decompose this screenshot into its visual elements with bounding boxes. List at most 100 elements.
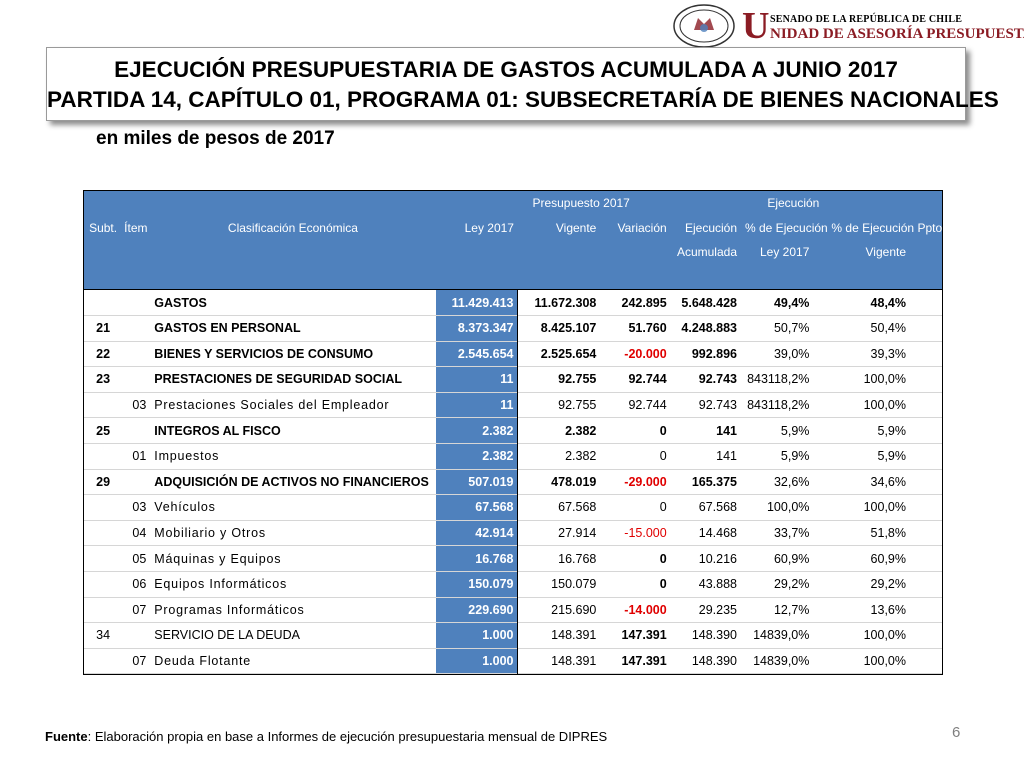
row-pct-vig: 5,9% <box>877 449 907 464</box>
row-item <box>122 367 150 393</box>
row-subt: 34 <box>96 628 111 643</box>
row-pct-vig: 48,4% <box>870 295 906 310</box>
row-clasificacion: GASTOS <box>154 295 207 310</box>
row-item <box>122 290 150 316</box>
col-variacion-header: Variación <box>600 215 671 241</box>
row-ejecucion: 4.248.883 <box>681 321 737 336</box>
col-pct-vig-header-2: Vigente <box>827 240 942 265</box>
row-pct-ley: 843118,2% <box>747 398 810 413</box>
row-clasificacion: Máquinas y Equipos <box>154 551 282 566</box>
table-row: 04 Mobiliario y Otros 42.914 27.914 -15.000 1… <box>84 520 942 546</box>
row-pct-ley: 100,0% <box>766 500 810 515</box>
row-pct-ley: 50,7% <box>773 321 810 336</box>
row-clasificacion: Deuda Flotante <box>154 653 251 668</box>
row-variacion: 242.895 <box>621 295 667 310</box>
row-pct-vig: 29,2% <box>870 577 906 592</box>
row-vigente: 92.755 <box>517 392 601 418</box>
row-vigente: 148.391 <box>517 648 601 674</box>
row-subt: 21 <box>96 321 111 336</box>
row-subt <box>84 392 122 418</box>
row-ejecucion: 14.468 <box>698 526 737 541</box>
row-subt: 25 <box>96 423 111 438</box>
row-pct-vig: 100,0% <box>863 628 906 643</box>
row-pct-vig: 100,0% <box>863 372 906 387</box>
row-item: 03 <box>132 398 147 413</box>
row-ley: 150.079 <box>435 571 518 597</box>
row-clasificacion: Programas Informáticos <box>154 602 305 617</box>
row-subt: 22 <box>96 346 111 361</box>
row-ejecucion: 10.216 <box>698 551 737 566</box>
row-ejecucion: 92.743 <box>698 372 737 387</box>
row-vigente: 150.079 <box>517 571 601 597</box>
row-vigente: 2.382 <box>517 417 601 444</box>
row-pct-vig: 39,3% <box>870 346 906 361</box>
row-clasificacion: Impuestos <box>154 449 220 464</box>
row-item: 01 <box>132 449 147 464</box>
row-ejecucion: 92.743 <box>698 398 737 413</box>
table-row: 34 SERVICIO DE LA DEUDA 1.000 148.391 147.39… <box>84 622 942 649</box>
row-item: 07 <box>132 653 147 668</box>
group-presupuesto-header: Presupuesto 2017 <box>435 191 671 216</box>
row-ley: 507.019 <box>435 469 518 495</box>
row-clasificacion: GASTOS EN PERSONAL <box>154 321 301 336</box>
col-pct-ley-header-2: Ley 2017 <box>741 240 828 265</box>
row-clasificacion: BIENES Y SERVICIOS DE CONSUMO <box>154 346 374 361</box>
footer-text: : Elaboración propia en base a Informes … <box>87 729 608 744</box>
row-subt <box>84 597 122 623</box>
row-variacion: 147.391 <box>621 628 667 643</box>
table-row: 05 Máquinas y Equipos 16.768 16.768 0 10.216 6… <box>84 545 942 572</box>
row-vigente: 92.755 <box>517 366 601 393</box>
row-subt <box>84 546 122 572</box>
row-pct-ley: 14839,0% <box>753 653 810 668</box>
footer-label: Fuente <box>45 729 88 744</box>
row-vigente: 11.672.308 <box>517 289 601 316</box>
row-pct-ley: 33,7% <box>773 526 810 541</box>
row-ejecucion: 5.648.428 <box>681 295 737 310</box>
row-ley: 2.382 <box>435 417 518 444</box>
row-ley: 11.429.413 <box>435 289 518 316</box>
col-pct-ley-header: % de Ejecución <box>741 215 828 241</box>
table-row: 07 Programas Informáticos 229.690 215.690 -1… <box>84 597 942 623</box>
row-pct-ley: 32,6% <box>773 474 810 489</box>
row-subt: 23 <box>96 372 111 387</box>
table-row: 23 PRESTACIONES DE SEGURIDAD SOCIAL 11 92.7… <box>84 366 942 393</box>
col-ejecucion-header: Ejecución <box>670 215 741 241</box>
row-variacion: 147.391 <box>621 653 667 668</box>
row-clasificacion: Mobiliario y Otros <box>154 526 266 541</box>
row-item <box>122 418 150 444</box>
row-variacion: -29.000 <box>624 474 667 489</box>
row-ley: 11 <box>435 392 518 418</box>
row-ley: 42.914 <box>435 520 518 546</box>
row-clasificacion: Vehículos <box>154 500 216 515</box>
row-vigente: 27.914 <box>517 520 601 546</box>
row-vigente: 478.019 <box>517 469 601 495</box>
row-variacion: 0 <box>659 423 667 438</box>
row-variacion: 0 <box>659 449 667 464</box>
row-pct-ley: 5,9% <box>780 449 810 464</box>
budget-table: Presupuesto 2017 Ejecución Subt. Ítem Cl… <box>84 191 942 674</box>
row-subt <box>84 443 122 469</box>
row-clasificacion: Prestaciones Sociales del Empleador <box>154 398 390 413</box>
table-row: 01 Impuestos 2.382 2.382 0 141 5,9% 5,9% <box>84 443 942 470</box>
col-ejecucion-header-2: Acumulada <box>670 240 741 265</box>
table-row: 06 Equipos Informáticos 150.079 150.079 0 43.… <box>84 571 942 597</box>
row-ley: 8.373.347 <box>435 315 518 342</box>
col-pct-vig-header: % de Ejecución Ppto. <box>827 215 942 241</box>
units-subtitle: en miles de pesos de 2017 <box>96 128 335 149</box>
title-line-2: PARTIDA 14, CAPÍTULO 01, PROGRAMA 01: SU… <box>47 87 999 112</box>
col-vigente-header: Vigente <box>517 215 601 241</box>
group-ejecucion-header: Ejecución <box>670 191 942 216</box>
row-subt <box>84 648 122 674</box>
col-item-header: Ítem <box>122 215 151 241</box>
table-row: 07 Deuda Flotante 1.000 148.391 147.391 148.3… <box>84 648 942 674</box>
budget-table-body: GASTOS 11.429.413 11.672.308 242.895 5.648.4… <box>84 289 942 674</box>
row-subt <box>84 571 122 597</box>
title-box: EJECUCIÓN PRESUPUESTARIA DE GASTOS ACUMU… <box>46 47 999 121</box>
source-footer: Fuente: Elaboración propia en base a Inf… <box>45 729 607 744</box>
row-ley: 11 <box>435 366 518 393</box>
row-clasificacion: SERVICIO DE LA DEUDA <box>154 628 300 643</box>
row-ejecucion: 992.896 <box>691 346 737 361</box>
row-pct-vig: 100,0% <box>863 653 906 668</box>
row-pct-ley: 5,9% <box>780 423 810 438</box>
row-pct-vig: 50,4% <box>870 321 906 336</box>
